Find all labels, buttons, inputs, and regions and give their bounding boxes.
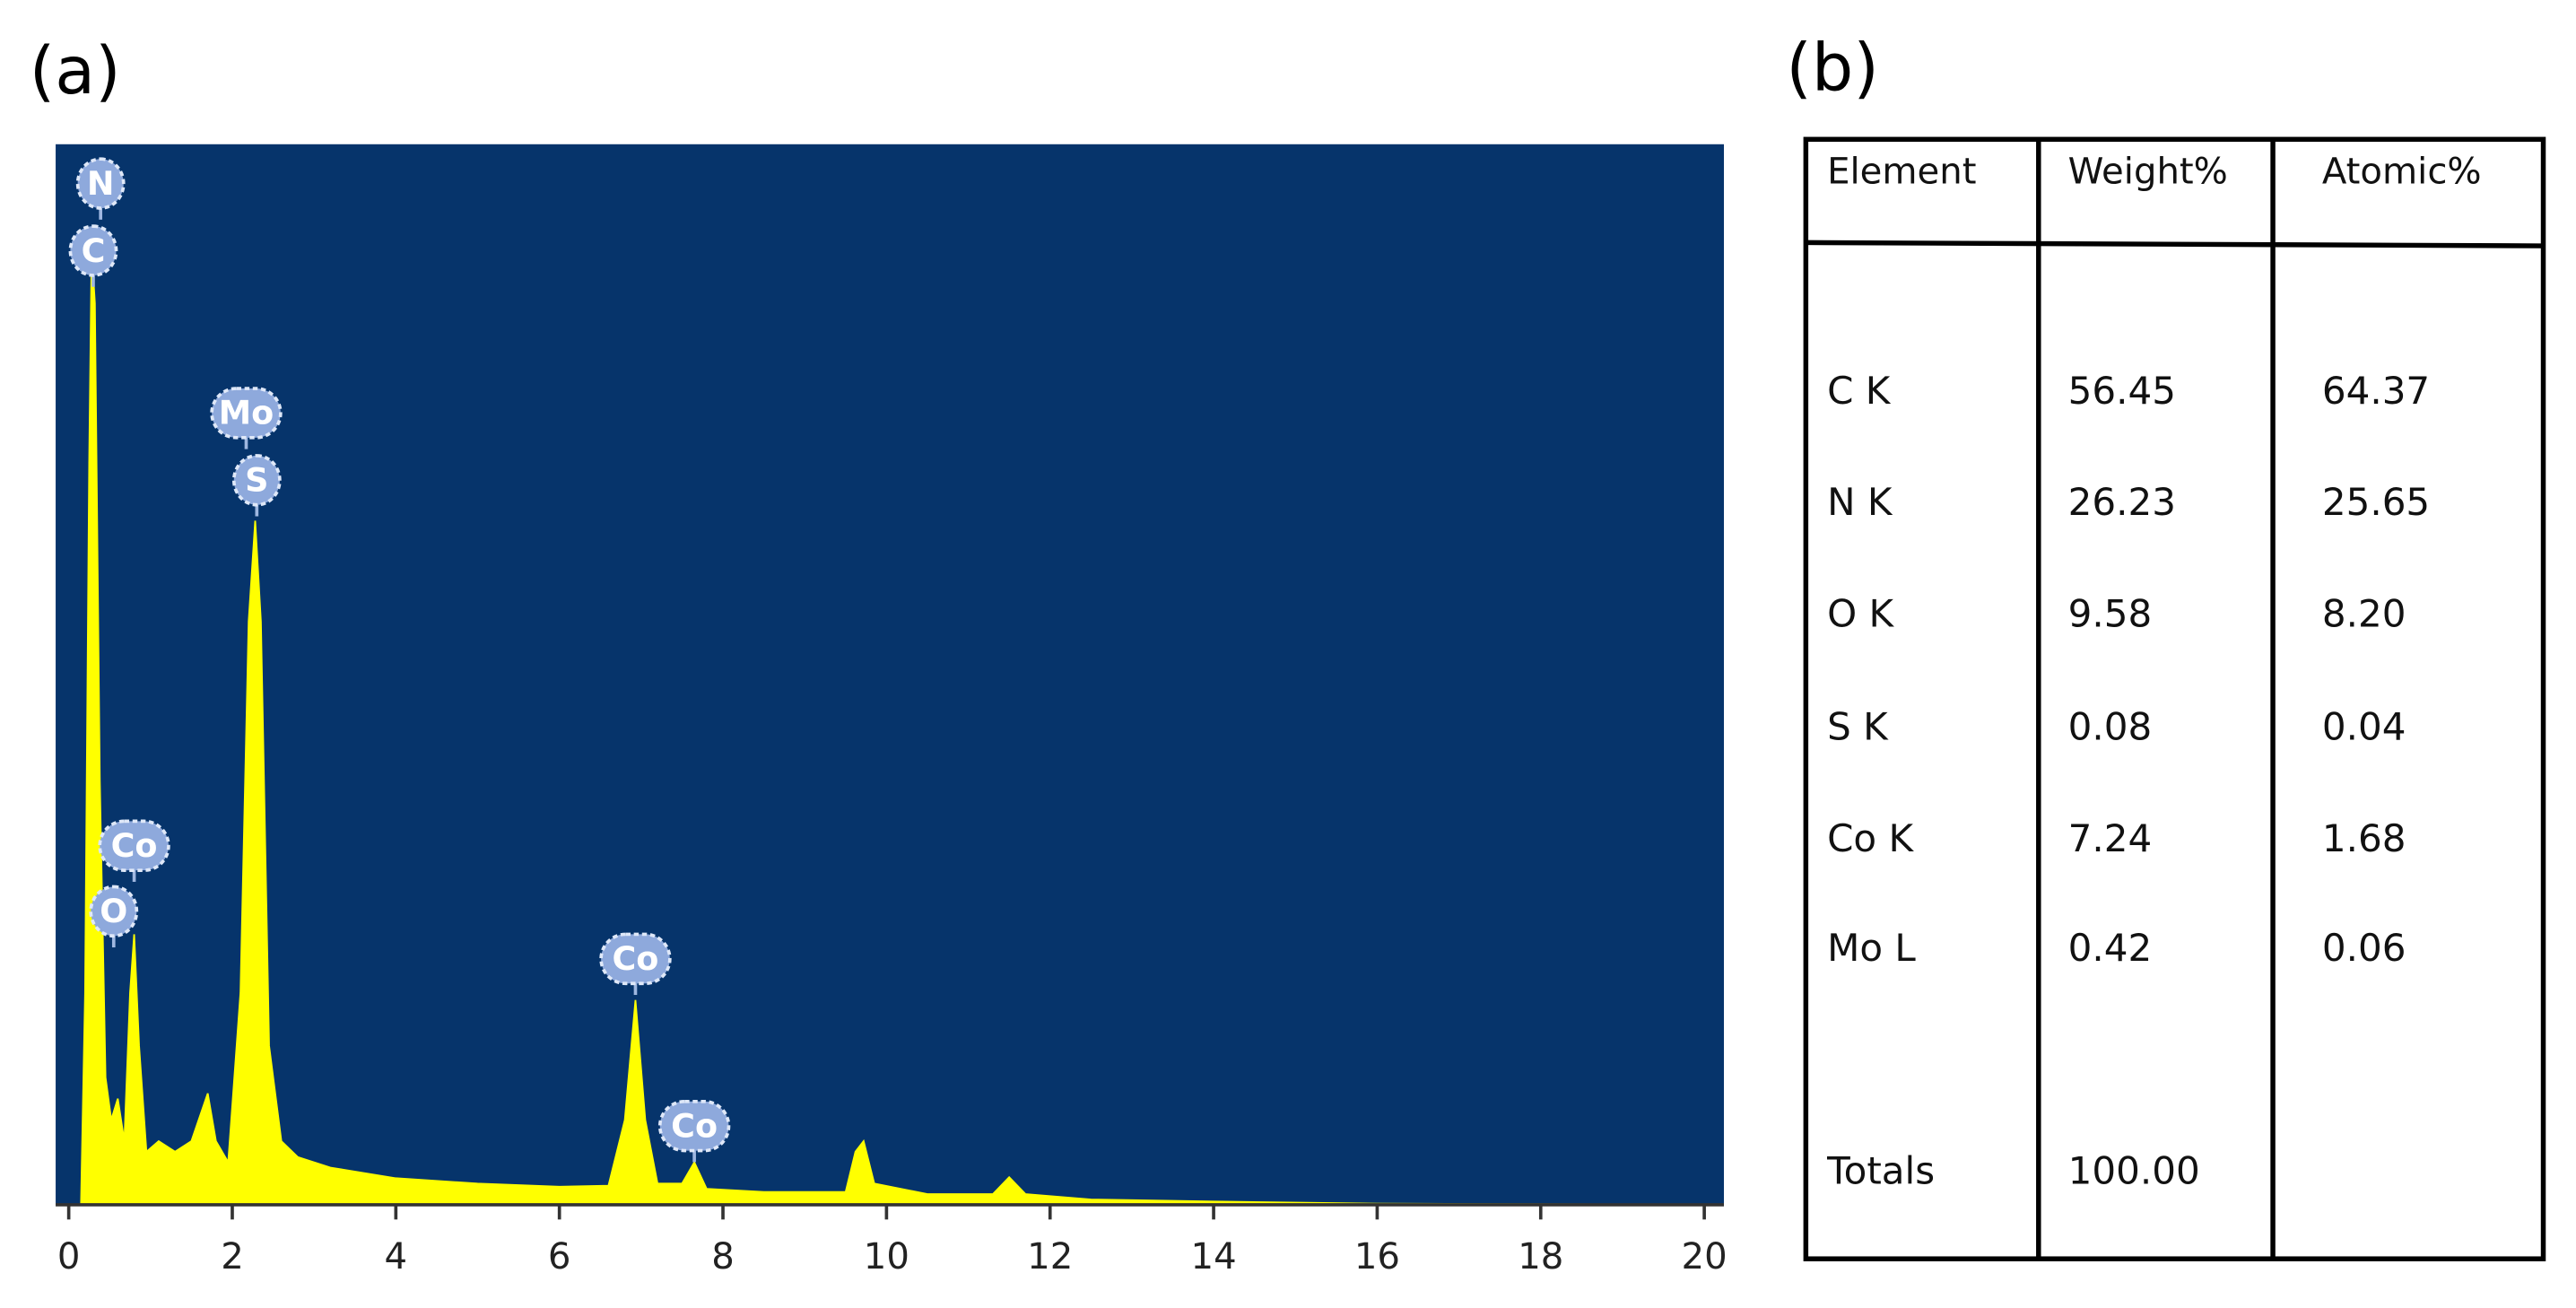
- x-tick-label: 10: [864, 1236, 909, 1277]
- table-cell: Totals: [1826, 1149, 1935, 1193]
- annotation-label: C: [82, 231, 106, 270]
- x-tick-label: 4: [385, 1236, 408, 1277]
- annotation-badge: [657, 1099, 731, 1153]
- annotation-label: S: [245, 461, 268, 500]
- x-tick-label: 0: [57, 1236, 81, 1277]
- table-header: Atomic%: [2322, 152, 2482, 193]
- header-rule: [1806, 240, 2544, 249]
- annotation-badge: [231, 454, 282, 507]
- table-cell: 25.65: [2322, 480, 2430, 524]
- table-cell: 26.23: [2068, 480, 2176, 524]
- table-cell: 0.06: [2322, 926, 2406, 970]
- annotation-badge: [89, 885, 139, 938]
- x-tick-label: 12: [1027, 1236, 1073, 1277]
- table-cell: 56.45: [2068, 369, 2176, 413]
- x-tick-label: 2: [221, 1236, 244, 1277]
- panel-label: (a): [30, 33, 121, 109]
- table-cell: 100.00: [2068, 1149, 2200, 1193]
- table-cell: 0.08: [2068, 705, 2153, 749]
- annotation-label: O: [100, 892, 127, 930]
- annotation-label: Co: [671, 1107, 718, 1146]
- table-cell: 0.04: [2322, 705, 2406, 749]
- x-tick-label: 8: [711, 1236, 735, 1277]
- table-cell: 64.37: [2322, 369, 2430, 413]
- table-cell: S K: [1827, 705, 1889, 749]
- annotation-badge: [599, 932, 672, 986]
- panel-label: (b): [1786, 30, 1878, 106]
- annotation-badge: [75, 157, 126, 210]
- x-tick-label: 20: [1682, 1236, 1727, 1277]
- table-header: Element: [1827, 152, 1976, 193]
- table-cell: 9.58: [2068, 591, 2153, 635]
- table-cell: Co K: [1827, 816, 1914, 860]
- table-cell: 0.42: [2068, 926, 2153, 970]
- plot-background: [56, 144, 1724, 1205]
- annotation-badge: [210, 387, 283, 440]
- table-cell: O K: [1827, 591, 1894, 635]
- annotation-label: Co: [613, 939, 659, 978]
- annotation-badge: [68, 224, 118, 277]
- x-tick-label: 14: [1191, 1236, 1237, 1277]
- annotation-badge: [98, 819, 170, 872]
- annotation-label: Mo: [219, 394, 274, 432]
- table-cell: 7.24: [2068, 816, 2153, 860]
- x-tick-label: 18: [1518, 1236, 1563, 1277]
- table-cell: N K: [1827, 480, 1893, 524]
- table-cell: C K: [1827, 369, 1892, 413]
- annotation-label: Co: [111, 826, 158, 865]
- x-tick-label: 16: [1354, 1236, 1400, 1277]
- table-cell: 1.68: [2322, 816, 2406, 860]
- spectrum: [80, 249, 1721, 1206]
- table-header: Weight%: [2068, 152, 2228, 193]
- annotation-label: N: [87, 164, 115, 203]
- x-tick-label: 6: [548, 1236, 571, 1277]
- table-border: [1803, 136, 2546, 1261]
- table-cell: Mo L: [1827, 926, 1916, 970]
- table-cell: 8.20: [2322, 591, 2406, 635]
